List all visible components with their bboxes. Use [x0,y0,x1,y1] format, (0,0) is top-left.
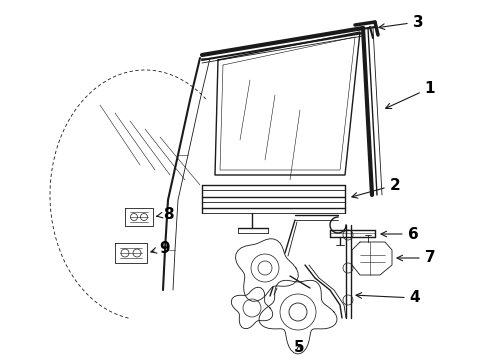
Text: 3: 3 [379,14,423,30]
Text: 7: 7 [397,251,435,266]
Text: 6: 6 [381,226,418,242]
Text: 2: 2 [352,177,400,198]
Text: 9: 9 [151,240,171,256]
Text: 8: 8 [157,207,173,221]
Text: 4: 4 [356,291,420,306]
Text: 5: 5 [294,341,304,356]
Text: 1: 1 [386,81,435,108]
